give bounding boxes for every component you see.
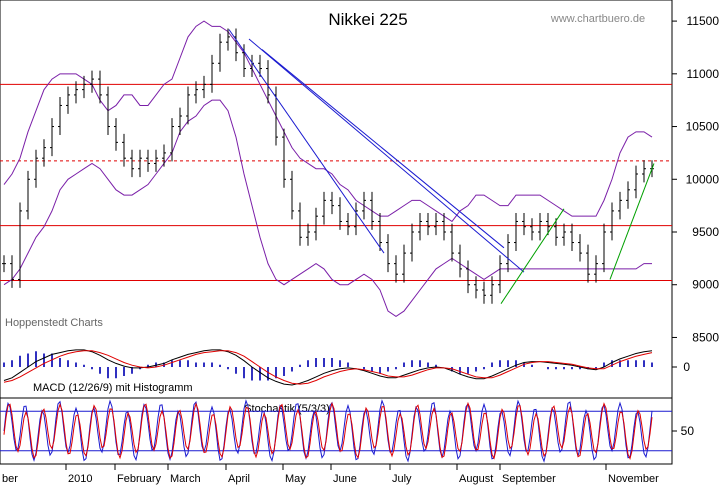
series-bollinger-lower (3, 99, 652, 317)
stochastic-series (3, 399, 653, 463)
y-tick-label-3: 10000 (686, 172, 720, 186)
x-label-3: March (170, 473, 201, 485)
stoch-series-0 (3, 399, 653, 463)
price-y-ticks: 11500 11000 10500 10000 9500 9000 8500 (672, 14, 719, 344)
trendline-0 (228, 29, 385, 254)
stoch-series-1 (3, 401, 653, 461)
y-tick-label-5: 9000 (692, 278, 719, 292)
trendline-1 (248, 38, 525, 273)
x-label-9: September (502, 473, 556, 485)
price-series (3, 20, 653, 317)
trendline-2 (261, 49, 505, 249)
x-label-10: November (608, 473, 659, 485)
x-label-5: May (285, 473, 306, 485)
macd-y-tick-label-0: 0 (683, 360, 690, 374)
price-panel (0, 0, 673, 399)
macd-y-ticks: 0 (672, 360, 690, 374)
y-tick-label-4: 9500 (692, 225, 719, 239)
trendline-4 (609, 163, 655, 280)
price-candles (2, 28, 654, 304)
stochastic-y-ticks: 50 (672, 424, 694, 438)
stoch-y-tick-label-0: 50 (681, 424, 695, 438)
y-tick-label-2: 10500 (686, 120, 720, 134)
series-bollinger-upper (3, 20, 653, 223)
x-label-0: ber (2, 473, 18, 485)
macd-series-signal (3, 350, 653, 385)
x-label-7: July (392, 473, 412, 485)
x-axis-month-labels: ber 2010 February March April May June July Augu… (2, 464, 659, 485)
x-label-1: 2010 (68, 473, 92, 485)
macd-series (3, 349, 653, 386)
price-hlines (0, 83, 672, 282)
trendline-3 (500, 208, 565, 304)
macd-series-macd (3, 349, 653, 386)
x-label-4: April (228, 473, 250, 485)
y-tick-label-0: 11500 (687, 14, 720, 28)
x-label-2: February (117, 473, 162, 485)
x-label-6: June (333, 473, 357, 485)
y-tick-label-1: 11000 (687, 67, 720, 81)
trendlines (228, 29, 655, 304)
y-tick-label-6: 8500 (692, 330, 719, 344)
source-label: Hoppenstedt Charts (5, 317, 103, 329)
watermark: www.chartbuero.de (550, 13, 645, 25)
chart-title: Nikkei 225 (328, 10, 407, 29)
x-label-8: August (459, 473, 493, 485)
stochastic-label: Stochastik (5/3/3) (244, 403, 330, 415)
macd-label: MACD (12/26/9) mit Histogramm (33, 382, 193, 394)
